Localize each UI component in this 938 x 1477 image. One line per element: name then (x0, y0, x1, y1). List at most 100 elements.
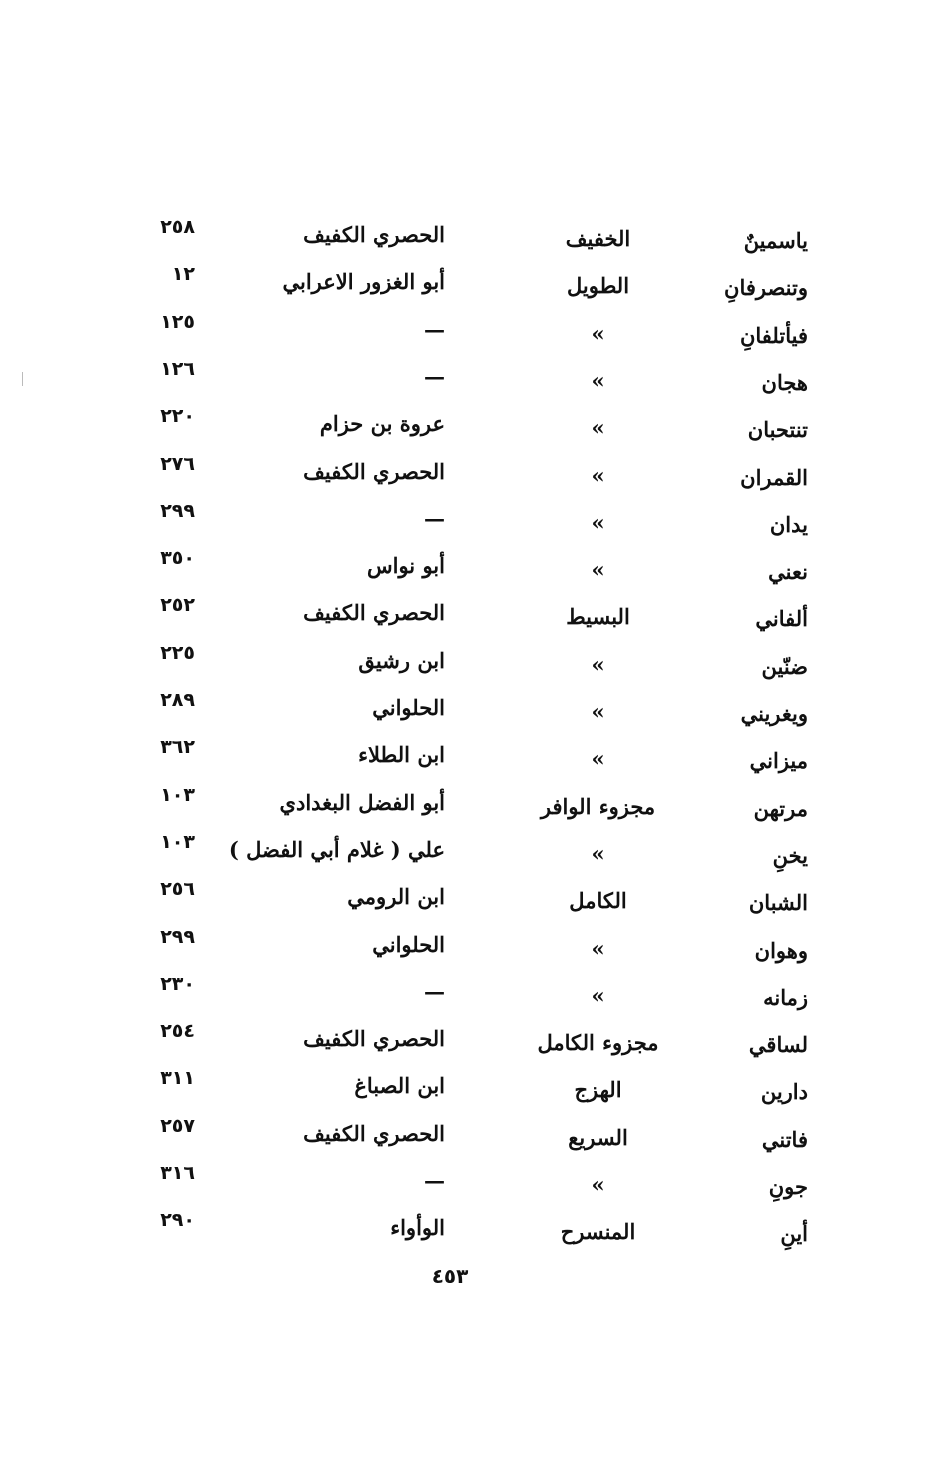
page-ref: ٢٣٠ (160, 972, 195, 995)
index-row: دارين الهزج ابن الصباغ ٣١١ (0, 1067, 938, 1113)
index-row: وتنصرفانِ الطويل أبو الغزور الاعرابي ١٢ (0, 263, 938, 309)
poet-name: ابن رشيق (358, 647, 445, 673)
page-ref: ٢٢٥ (160, 641, 195, 664)
poet-name: أبو نواس (366, 553, 445, 579)
poet-name: علي ( غلام أبي الفضل ) (228, 836, 445, 862)
rhyme-word: وتنصرفانِ (724, 275, 808, 301)
meter-name: » (591, 840, 605, 866)
meter-name: » (591, 651, 605, 677)
page-number: ٤٥٣ (431, 1264, 469, 1288)
rhyme-word: مرتهن (753, 795, 808, 821)
meter-name: » (591, 557, 605, 583)
rhyme-word: هجان (761, 369, 808, 395)
meter-name: » (591, 982, 605, 1008)
meter-name: مجزوء الوافر (540, 793, 656, 819)
meter-name: » (591, 415, 605, 441)
rhyme-word: يدان (769, 511, 808, 537)
index-row: جونِ » — ٣١٦ (0, 1162, 938, 1208)
index-row: ياسمينٌ الخفيف الحصري الكفيف ٢٥٨ (0, 216, 938, 262)
poet-name: — (424, 505, 445, 531)
index-row: القمران » الحصري الكفيف ٢٧٦ (0, 453, 938, 499)
page-ref: ٢٩٠ (160, 1209, 195, 1232)
page-ref: ٣١١ (160, 1067, 195, 1090)
meter-name: المنسرح (560, 1219, 636, 1245)
index-row: فيأتلفانِ » — ١٢٥ (0, 311, 938, 357)
rhyme-word: ضنّين (761, 653, 809, 679)
index-row: ويغريني » الحلواني ٢٨٩ (0, 689, 938, 735)
rhyme-word: ميزاني (749, 748, 808, 774)
page-ref: ١٠٣ (160, 783, 195, 806)
index-row: زمانه » — ٢٣٠ (0, 973, 938, 1019)
index-row: هجان » — ١٢٦ (0, 358, 938, 404)
index-row: يدان » — ٢٩٩ (0, 500, 938, 546)
index-row: نعني » أبو نواس ٣٥٠ (0, 547, 938, 593)
index-row: تنتحبان » عروة بن حزام ٢٢٠ (0, 405, 938, 451)
rhyme-word: ويغريني (740, 701, 808, 726)
meter-name: مجزوء الكامل (537, 1030, 659, 1056)
page-ref: ٢٥٨ (160, 216, 195, 238)
index-row: مرتهن مجزوء الوافر أبو الفضل البغدادي ١٠٣ (0, 784, 938, 830)
rhyme-word: فيأتلفانِ (739, 322, 808, 348)
poet-name: ابن الصباغ (354, 1073, 445, 1099)
poet-name: — (424, 978, 445, 1004)
rhyme-word: دارين (760, 1079, 808, 1105)
poet-name: الحصري الكفيف (303, 600, 445, 626)
page-ref: ٣٥٠ (160, 547, 195, 570)
page-ref: ٣٦٢ (160, 736, 195, 759)
page-ref: ٢٩٩ (160, 925, 195, 948)
page-ref: ١٢٥ (160, 310, 195, 333)
rhyme-word: ياسمينٌ (743, 228, 808, 253)
meter-name: الطويل (566, 273, 630, 299)
meter-name: » (591, 1172, 605, 1197)
poet-name: الحلواني (372, 931, 445, 957)
rhyme-word: جونِ (768, 1174, 808, 1199)
rhyme-word: القمران (740, 464, 808, 490)
poet-name: الحصري الكفيف (303, 458, 445, 484)
poet-name: الحلواني (372, 695, 445, 720)
meter-name: الهزج (574, 1077, 622, 1103)
poet-name: الحصري الكفيف (303, 222, 445, 247)
index-row: يخنِ » علي ( غلام أبي الفضل ) ١٠٣ (0, 831, 938, 877)
rhyme-word: لساقي (748, 1032, 808, 1058)
rhyme-word: نعني (768, 559, 808, 585)
rhyme-word: وهوان (754, 937, 808, 963)
poet-name: عروة بن حزام (319, 411, 445, 437)
meter-name: » (591, 746, 605, 772)
poet-name: الوأواء (390, 1215, 445, 1241)
meter-name: البسيط (566, 604, 630, 630)
index-row: أينِ المنسرح الوأواء ٢٩٠ (0, 1209, 938, 1255)
meter-name: الكامل (569, 888, 627, 914)
page-ref: ١٢ (171, 263, 195, 286)
page-ref: ٢٥٦ (160, 878, 195, 901)
poet-name: الحصري الكفيف (303, 1026, 445, 1052)
page-ref: ١٢٦ (160, 357, 195, 380)
meter-name: » (591, 509, 605, 535)
meter-name: » (591, 320, 605, 346)
meter-name: » (591, 367, 605, 393)
page-ref: ٢٩٩ (160, 499, 195, 522)
index-row: ميزاني » ابن الطلاء ٣٦٢ (0, 736, 938, 782)
page-ref: ٢٢٠ (160, 405, 195, 428)
page-ref: ٢٥٧ (160, 1114, 195, 1137)
meter-name: » (591, 699, 605, 724)
index-row: الشبان الكامل ابن الرومي ٢٥٦ (0, 878, 938, 924)
poet-name: الحصري الكفيف (303, 1120, 445, 1146)
poet-name: — (424, 1168, 445, 1193)
rhyme-word: ألفاني (755, 606, 808, 632)
meter-name: » (591, 935, 605, 961)
rhyme-word: فاتني (761, 1126, 808, 1152)
page-ref: ١٠٣ (160, 830, 195, 853)
poet-name: ابن الرومي (347, 884, 445, 910)
index-row: وهوان » الحلواني ٢٩٩ (0, 926, 938, 972)
poet-name: أبو الفضل البغدادي (279, 789, 445, 815)
meter-name: الخفيف (565, 226, 631, 251)
rhyme-word: تنتحبان (747, 417, 808, 443)
meter-name: السريع (568, 1124, 628, 1150)
index-row: فاتني السريع الحصري الكفيف ٢٥٧ (0, 1115, 938, 1161)
page-ref: ٢٥٤ (160, 1020, 195, 1043)
page-ref: ٢٨٩ (160, 689, 195, 711)
page-ref: ٢٧٦ (160, 452, 195, 475)
rhyme-word: أينِ (780, 1221, 808, 1247)
page-ref: ٣١٦ (160, 1162, 195, 1184)
rhyme-word: زمانه (763, 984, 808, 1010)
